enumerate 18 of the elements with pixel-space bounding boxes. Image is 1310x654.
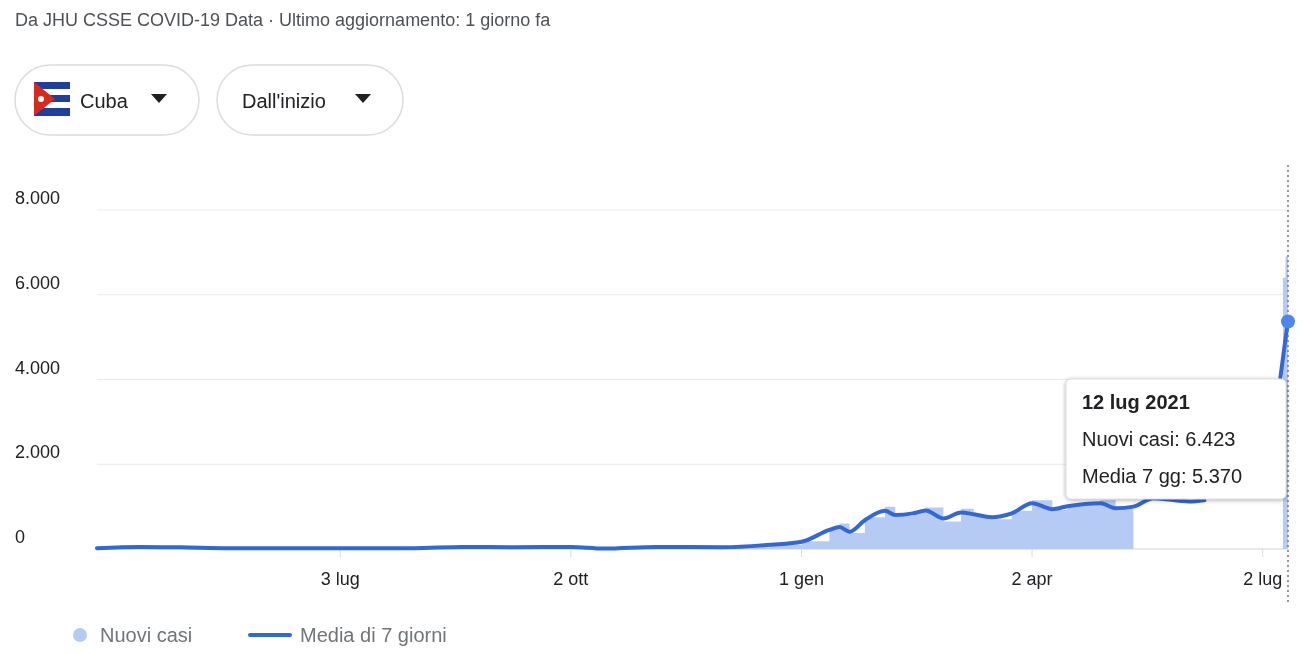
y-tick-label: 6.000 [15, 272, 61, 293]
legend-label: Media di 7 giorni [300, 624, 447, 646]
annotation: 12 lug 2021 [1082, 391, 1190, 413]
text: Da JHU CSSE COVID-19 Data · Ultimo aggiornamento: 1 giorno fa [15, 10, 552, 30]
text: Dall'inizio [242, 90, 326, 112]
x-tick-label: 3 lug [320, 569, 360, 589]
x-tick-label: 2 apr [1011, 569, 1053, 589]
text: Cuba [80, 90, 129, 112]
y-tick-label: 0 [15, 527, 26, 547]
y-tick-label: 4.000 [15, 357, 61, 378]
annotation: Media 7 gg: 5.370 [1082, 465, 1243, 487]
annotation: Nuovi casi: 6.423 [1082, 428, 1236, 450]
x-tick-label: 1 gen [778, 569, 824, 589]
x-tick-label: 2 ott [553, 569, 589, 589]
y-tick-label: 2.000 [15, 442, 61, 463]
legend-label: Nuovi casi [100, 624, 193, 646]
y-tick-label: 8.000 [15, 188, 61, 208]
x-tick-label: 2 lug [1243, 569, 1283, 589]
